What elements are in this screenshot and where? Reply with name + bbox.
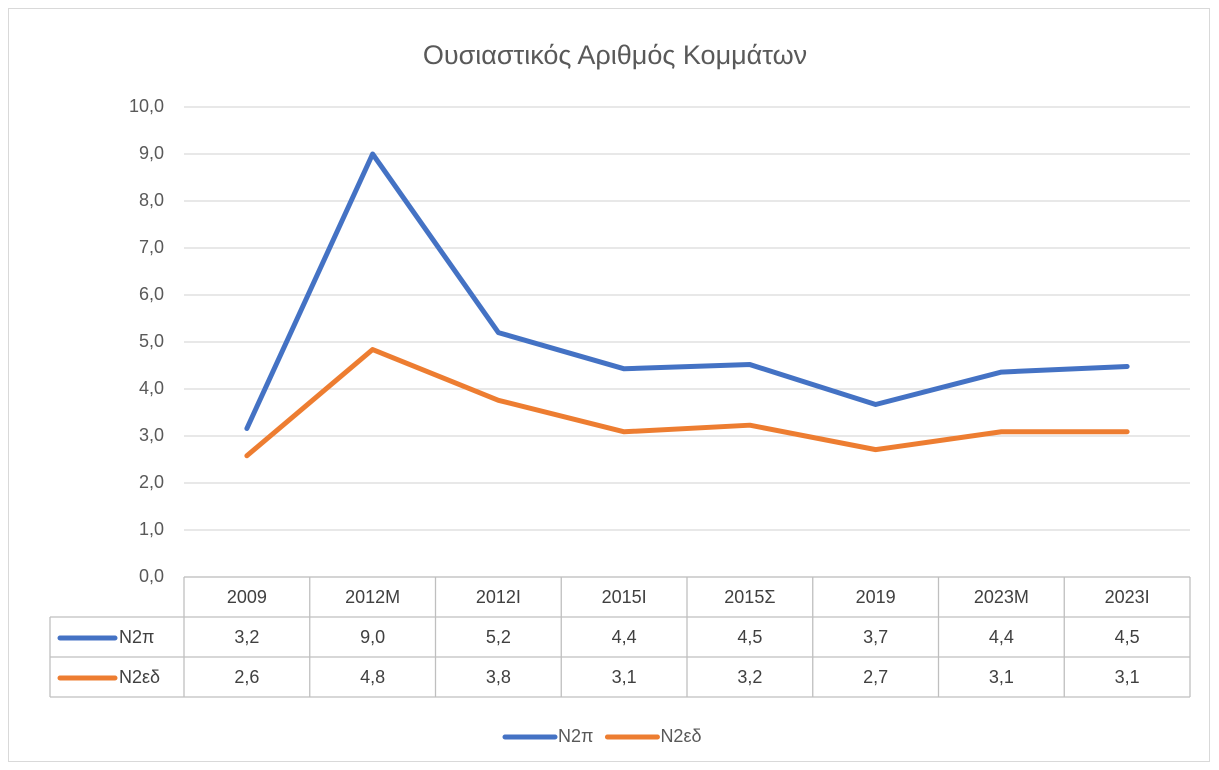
x-tick-label: 2023Μ bbox=[974, 587, 1029, 607]
x-tick-label: 2023Ι bbox=[1105, 587, 1150, 607]
table-cell: 3,2 bbox=[234, 627, 259, 647]
table-series-name: N2εδ bbox=[119, 667, 160, 687]
y-tick-label: 7,0 bbox=[139, 237, 164, 257]
y-tick-label: 0,0 bbox=[139, 566, 164, 586]
table-cell: 4,5 bbox=[1115, 627, 1140, 647]
series-line bbox=[244, 347, 1130, 459]
table-cell: 4,5 bbox=[737, 627, 762, 647]
x-tick-label: 2012Μ bbox=[345, 587, 400, 607]
table-cell: 3,1 bbox=[1115, 667, 1140, 687]
y-tick-label: 8,0 bbox=[139, 190, 164, 210]
legend-label: N2π bbox=[558, 726, 593, 746]
y-tick-label: 10,0 bbox=[129, 96, 164, 116]
x-tick-label: 2019 bbox=[856, 587, 896, 607]
table-cell: 4,4 bbox=[612, 627, 637, 647]
x-tick-label: 2009 bbox=[227, 587, 267, 607]
series-line bbox=[244, 151, 1130, 431]
table-cell: 3,8 bbox=[486, 667, 511, 687]
y-tick-label: 4,0 bbox=[139, 378, 164, 398]
x-tick-label: 2012Ι bbox=[476, 587, 521, 607]
y-tick-label: 1,0 bbox=[139, 519, 164, 539]
y-tick-label: 3,0 bbox=[139, 425, 164, 445]
table-cell: 3,2 bbox=[737, 667, 762, 687]
legend-label: N2εδ bbox=[660, 726, 701, 746]
table-cell: 2,6 bbox=[234, 667, 259, 687]
table-cell: 4,8 bbox=[360, 667, 385, 687]
table-cell: 3,7 bbox=[863, 627, 888, 647]
x-tick-label: 2015Σ bbox=[724, 587, 775, 607]
y-tick-label: 2,0 bbox=[139, 472, 164, 492]
table-cell: 5,2 bbox=[486, 627, 511, 647]
y-tick-label: 9,0 bbox=[139, 143, 164, 163]
table-series-name: N2π bbox=[119, 627, 154, 647]
chart-border bbox=[8, 8, 1210, 762]
table-cell: 3,1 bbox=[989, 667, 1014, 687]
table-cell: 2,7 bbox=[863, 667, 888, 687]
y-tick-label: 6,0 bbox=[139, 284, 164, 304]
table-cell: 3,1 bbox=[612, 667, 637, 687]
x-tick-label: 2015Ι bbox=[602, 587, 647, 607]
table-cell: 4,4 bbox=[989, 627, 1014, 647]
y-tick-label: 5,0 bbox=[139, 331, 164, 351]
chart-title: Ουσιαστικός Αριθμός Κομμάτων bbox=[423, 40, 807, 70]
table-cell: 9,0 bbox=[360, 627, 385, 647]
